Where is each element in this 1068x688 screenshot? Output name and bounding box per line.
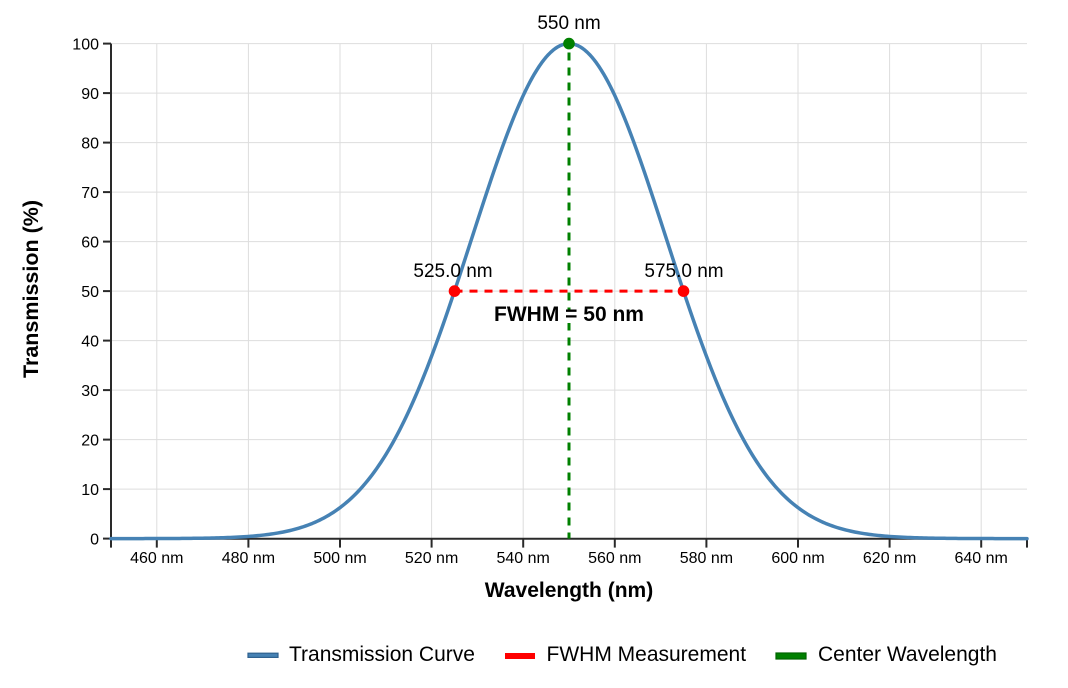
- svg-text:560 nm: 560 nm: [588, 550, 641, 567]
- svg-text:0: 0: [90, 532, 99, 549]
- svg-text:100: 100: [72, 37, 99, 54]
- svg-text:80: 80: [81, 136, 99, 153]
- svg-text:525.0 nm: 525.0 nm: [413, 261, 492, 282]
- svg-text:30: 30: [81, 383, 99, 400]
- svg-text:460 nm: 460 nm: [130, 550, 183, 567]
- svg-text:90: 90: [81, 86, 99, 103]
- svg-text:640 nm: 640 nm: [955, 550, 1008, 567]
- svg-text:600 nm: 600 nm: [771, 550, 824, 567]
- svg-text:40: 40: [81, 334, 99, 351]
- svg-text:575.0 nm: 575.0 nm: [644, 261, 723, 282]
- svg-text:520 nm: 520 nm: [405, 550, 458, 567]
- svg-text:Center Wavelength: Center Wavelength: [818, 643, 997, 666]
- svg-text:Transmission Curve: Transmission Curve: [289, 643, 475, 666]
- svg-text:70: 70: [81, 185, 99, 202]
- svg-text:FWHM = 50 nm: FWHM = 50 nm: [494, 303, 644, 326]
- svg-text:60: 60: [81, 235, 99, 252]
- svg-text:620 nm: 620 nm: [863, 550, 916, 567]
- svg-text:10: 10: [81, 482, 99, 499]
- svg-text:50: 50: [81, 284, 99, 301]
- svg-text:500 nm: 500 nm: [313, 550, 366, 567]
- svg-text:20: 20: [81, 433, 99, 450]
- svg-text:580 nm: 580 nm: [680, 550, 733, 567]
- svg-text:540 nm: 540 nm: [497, 550, 550, 567]
- svg-text:550 nm: 550 nm: [537, 13, 600, 34]
- svg-text:480 nm: 480 nm: [222, 550, 275, 567]
- svg-text:Wavelength (nm): Wavelength (nm): [485, 579, 653, 602]
- svg-text:Transmission (%): Transmission (%): [19, 200, 43, 378]
- svg-text:FWHM Measurement: FWHM Measurement: [547, 643, 747, 666]
